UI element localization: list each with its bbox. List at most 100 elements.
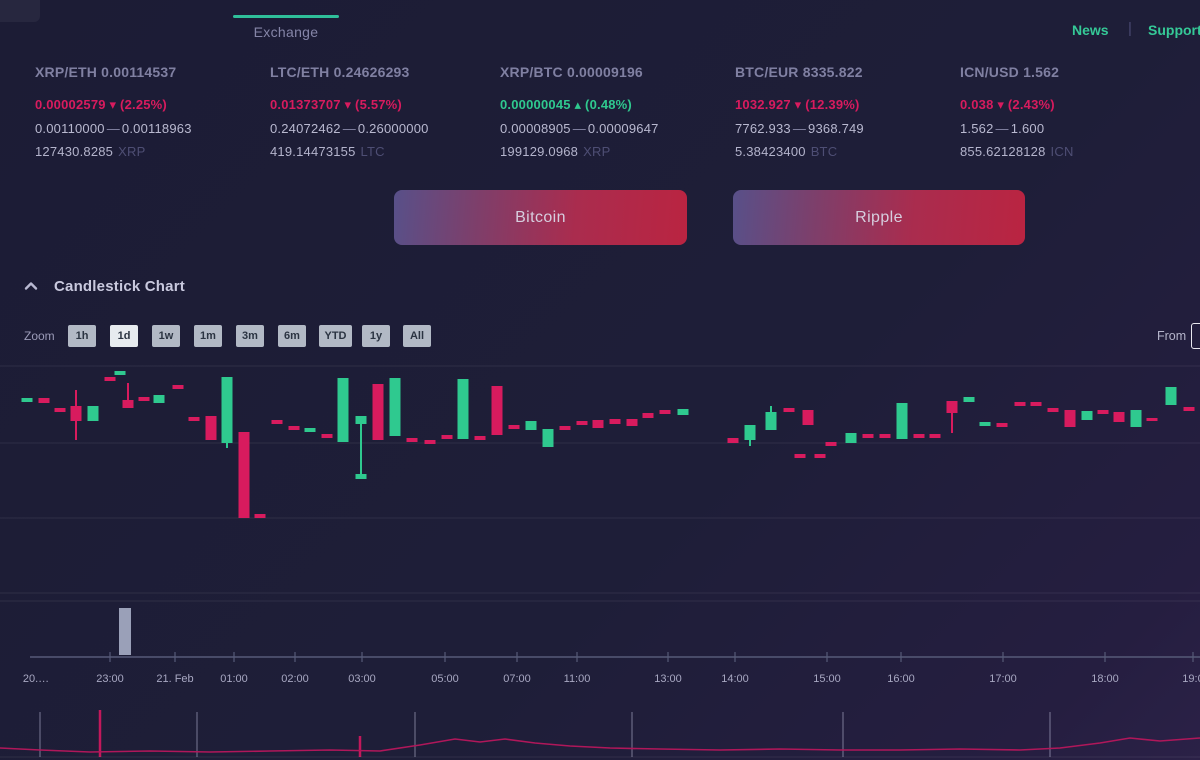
candle xyxy=(406,438,418,442)
candle xyxy=(138,397,150,401)
x-axis-label: 11:00 xyxy=(564,673,591,685)
candle xyxy=(389,378,401,436)
x-axis-label: 03:00 xyxy=(348,673,376,685)
candle xyxy=(896,403,908,439)
candle xyxy=(1113,412,1125,422)
candle xyxy=(626,419,638,426)
chart-navigator[interactable] xyxy=(0,700,1200,760)
x-axis-label: 18:00 xyxy=(1091,673,1119,685)
candle xyxy=(642,413,654,418)
from-label: From xyxy=(1157,329,1187,343)
candle xyxy=(188,417,200,421)
candle xyxy=(205,416,217,440)
candle xyxy=(862,434,874,438)
zoom-label: Zoom xyxy=(24,329,55,343)
tab-exchange-label: Exchange xyxy=(253,24,319,40)
candle xyxy=(238,432,250,518)
ticker-volume: 199129.0968 XRP xyxy=(500,144,611,159)
candle xyxy=(304,428,316,432)
window-corner xyxy=(0,0,40,22)
candle xyxy=(337,378,349,442)
section-title: Candlestick Chart xyxy=(54,277,185,295)
from-date-input[interactable] xyxy=(1191,323,1200,349)
candle xyxy=(122,400,134,408)
candle xyxy=(794,454,806,458)
candle xyxy=(355,416,367,424)
ticker-change: 0.01373707 ▾ (5.57%) xyxy=(270,97,402,112)
candle xyxy=(70,406,82,421)
navigator-series-line xyxy=(0,737,1200,753)
candle xyxy=(424,440,436,444)
candle xyxy=(592,420,604,428)
zoom-preset-ytd[interactable]: YTD xyxy=(319,325,352,347)
candle xyxy=(1014,402,1026,406)
candle xyxy=(879,434,891,438)
candle xyxy=(1146,418,1158,421)
ticker-range: 0.24072462—0.26000000 xyxy=(270,121,429,136)
zoom-preset-6m[interactable]: 6m xyxy=(278,325,306,347)
candle xyxy=(474,436,486,440)
candle xyxy=(321,434,333,438)
bitcoin-button[interactable]: Bitcoin xyxy=(394,190,687,245)
x-axis-label: 20.… xyxy=(23,673,49,685)
zoom-preset-1d[interactable]: 1d xyxy=(110,325,138,347)
candle xyxy=(87,406,99,421)
candle xyxy=(963,397,975,402)
candle xyxy=(38,398,50,403)
ticker-change: 0.00002579 ▾ (2.25%) xyxy=(35,97,167,112)
x-axis-label: 16:00 xyxy=(887,673,915,685)
ticker-card-icn-usd[interactable]: ICN/USD 1.562 0.038 ▾ (2.43%) 1.562—1.60… xyxy=(960,64,1190,164)
x-axis-label: 02:00 xyxy=(281,673,309,685)
zoom-preset-3m[interactable]: 3m xyxy=(236,325,264,347)
ticker-volume: 127430.8285 XRP xyxy=(35,144,146,159)
zoom-preset-1w[interactable]: 1w xyxy=(152,325,180,347)
nav-link-news[interactable]: News xyxy=(1072,22,1109,38)
candle xyxy=(979,422,991,426)
ticker-volume: 419.14473155 LTC xyxy=(270,144,385,159)
ticker-range: 1.562—1.600 xyxy=(960,121,1045,136)
candle xyxy=(765,412,777,430)
candle xyxy=(609,419,621,424)
candle xyxy=(825,442,837,446)
ticker-card-xrp-eth[interactable]: XRP/ETH 0.00114537 0.00002579 ▾ (2.25%) … xyxy=(35,64,265,164)
ticker-card-xrp-btc[interactable]: XRP/BTC 0.00009196 0.00000045 ▴ (0.48%) … xyxy=(500,64,730,164)
candle xyxy=(254,514,266,518)
ticker-range: 0.00110000—0.00118963 xyxy=(35,121,192,136)
candle xyxy=(744,425,756,440)
ripple-button[interactable]: Ripple xyxy=(733,190,1025,245)
chevron-up-icon xyxy=(24,281,38,291)
zoom-preset-1y[interactable]: 1y xyxy=(362,325,390,347)
candle xyxy=(221,377,233,443)
candlestick-section-toggle[interactable]: Candlestick Chart xyxy=(24,274,185,298)
candle xyxy=(542,429,554,447)
zoom-preset-1h[interactable]: 1h xyxy=(68,325,96,347)
candle xyxy=(104,377,116,381)
ticker-pair-price: XRP/BTC 0.00009196 xyxy=(500,64,643,80)
x-axis-label: 13:00 xyxy=(654,673,682,685)
ticker-card-ltc-eth[interactable]: LTC/ETH 0.24626293 0.01373707 ▾ (5.57%) … xyxy=(270,64,500,164)
candle xyxy=(172,385,184,389)
candlestick-chart[interactable]: 20.… 23:00 21. Feb 01:00 02:00 03:00 05:00 07:0… xyxy=(0,355,1200,690)
zoom-preset-1m[interactable]: 1m xyxy=(194,325,222,347)
tab-active-indicator xyxy=(233,15,339,18)
ticker-pair-price: ICN/USD 1.562 xyxy=(960,64,1060,80)
direction-arrow-icon: ▾ xyxy=(794,97,802,112)
x-axis-label: 19:0 xyxy=(1182,673,1200,685)
candle xyxy=(1081,411,1093,420)
direction-arrow-icon: ▾ xyxy=(109,97,117,112)
x-axis-label: 23:00 xyxy=(96,673,124,685)
candle xyxy=(288,426,300,430)
x-axis-label: 14:00 xyxy=(721,673,749,685)
ticker-card-btc-eur[interactable]: BTC/EUR 8335.822 1032.927 ▾ (12.39%) 776… xyxy=(735,64,965,164)
candle xyxy=(54,408,66,412)
volume-bar xyxy=(119,608,131,655)
candle xyxy=(153,395,165,403)
candle xyxy=(929,434,941,438)
candle xyxy=(21,398,33,402)
zoom-preset-all[interactable]: All xyxy=(403,325,431,347)
ticker-volume: 855.62128128 ICN xyxy=(960,144,1074,159)
nav-link-support[interactable]: Support xyxy=(1148,22,1200,38)
x-axis-label: 05:00 xyxy=(431,673,459,685)
ticker-pair-price: LTC/ETH 0.24626293 xyxy=(270,64,410,80)
tab-exchange[interactable]: Exchange xyxy=(233,0,339,48)
